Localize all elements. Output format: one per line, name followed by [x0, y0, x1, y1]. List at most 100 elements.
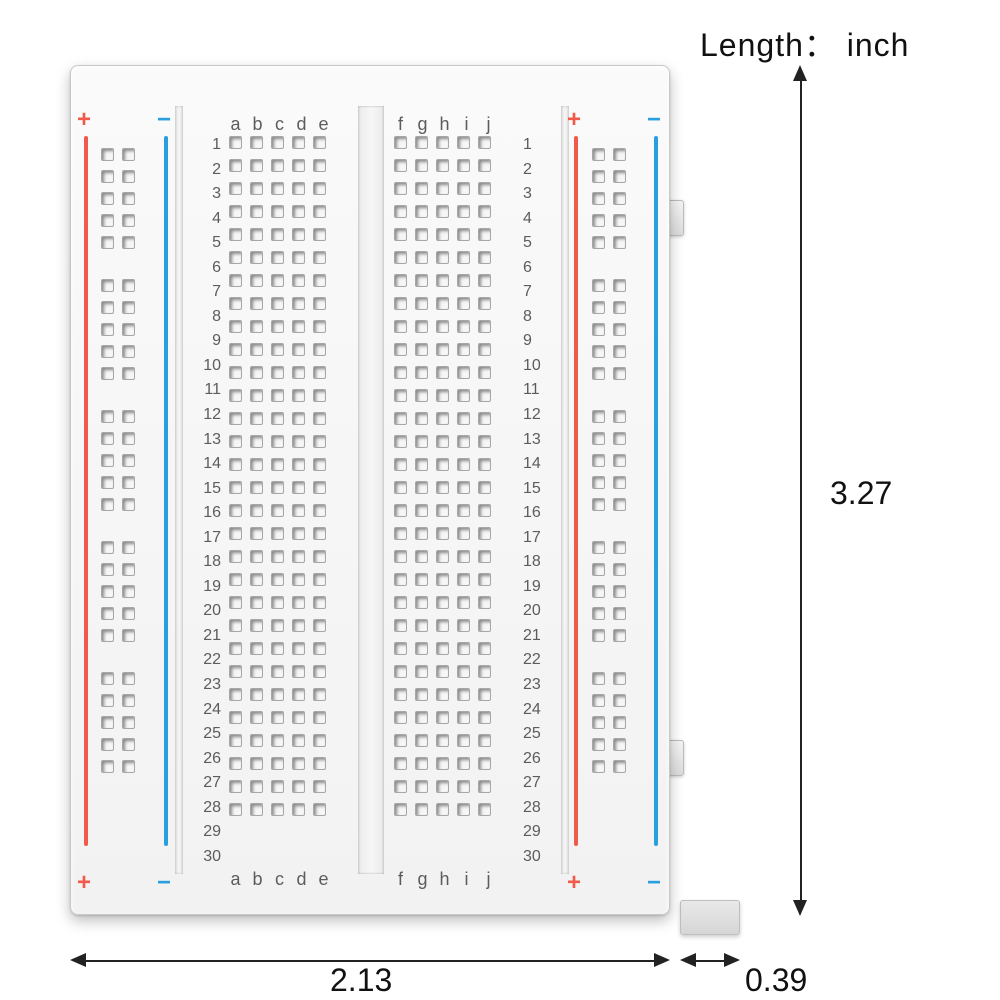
tie-point-hole	[436, 366, 449, 379]
tie-point-hole	[271, 412, 284, 425]
tie-point-hole	[478, 665, 491, 678]
rail-hole	[592, 672, 605, 685]
tie-point-hole	[271, 182, 284, 195]
rail-hole	[101, 760, 114, 773]
tie-point-hole	[250, 412, 263, 425]
tie-point-hole	[292, 228, 305, 241]
tie-point-hole	[250, 550, 263, 563]
tie-point-hole	[271, 619, 284, 632]
tie-point-hole	[478, 274, 491, 287]
tie-point-hole	[436, 757, 449, 770]
tie-point-hole	[313, 297, 326, 310]
tie-point-hole	[271, 527, 284, 540]
tie-point-hole	[457, 205, 470, 218]
tie-point-hole	[313, 412, 326, 425]
rail-hole	[122, 476, 135, 489]
tie-point-hole	[478, 251, 491, 264]
rail-hole	[613, 214, 626, 227]
tie-point-hole	[394, 228, 407, 241]
tie-point-hole	[394, 734, 407, 747]
tie-point-hole	[250, 182, 263, 195]
rail-hole	[101, 541, 114, 554]
rail-hole	[101, 170, 114, 183]
tie-point-hole	[436, 297, 449, 310]
tie-point-hole	[292, 458, 305, 471]
tie-point-hole	[394, 205, 407, 218]
tie-point-hole	[457, 619, 470, 632]
row-number: 26	[199, 750, 221, 768]
rail-hole	[613, 148, 626, 161]
right-rail-negative-line	[654, 136, 658, 846]
tie-point-hole	[292, 803, 305, 816]
tie-point-hole	[394, 527, 407, 540]
right-rail-positive-line	[574, 136, 578, 846]
tie-point-hole	[292, 619, 305, 632]
tie-point-hole	[415, 734, 428, 747]
rail-hole	[122, 148, 135, 161]
rail-hole	[122, 323, 135, 336]
terminal-holes-left	[229, 136, 326, 816]
rail-hole	[592, 236, 605, 249]
rail-hole	[101, 563, 114, 576]
tie-point-hole	[292, 550, 305, 563]
rail-hole	[101, 716, 114, 729]
tie-point-hole	[394, 251, 407, 264]
power-rail-holes-left	[101, 148, 135, 773]
col-letter: b	[251, 869, 265, 891]
col-letter: h	[438, 114, 452, 136]
tie-point-hole	[229, 412, 242, 425]
tie-point-hole	[457, 458, 470, 471]
tie-point-hole	[250, 504, 263, 517]
tie-point-hole	[250, 343, 263, 356]
rail-hole	[122, 694, 135, 707]
tie-point-hole	[457, 435, 470, 448]
tie-point-hole	[394, 504, 407, 517]
tie-point-hole	[457, 642, 470, 655]
row-number: 21	[523, 627, 545, 645]
tie-point-hole	[457, 412, 470, 425]
tie-point-hole	[271, 642, 284, 655]
dim-depth-line	[696, 960, 724, 962]
tie-point-hole	[415, 205, 428, 218]
tie-point-hole	[457, 734, 470, 747]
col-letter: c	[273, 869, 287, 891]
tie-point-hole	[271, 159, 284, 172]
rail-hole	[613, 672, 626, 685]
tie-point-hole	[292, 780, 305, 793]
tie-point-hole	[292, 642, 305, 655]
col-letter: d	[295, 869, 309, 891]
tie-point-hole	[478, 642, 491, 655]
tie-point-hole	[271, 251, 284, 264]
tie-point-hole	[313, 596, 326, 609]
tie-point-hole	[250, 389, 263, 402]
tie-point-hole	[313, 573, 326, 586]
rail-hole	[592, 148, 605, 161]
tie-point-hole	[229, 527, 242, 540]
tie-point-hole	[478, 734, 491, 747]
tie-point-hole	[478, 389, 491, 402]
tie-point-hole	[313, 136, 326, 149]
tie-point-hole	[313, 665, 326, 678]
row-number: 14	[199, 455, 221, 473]
tie-point-hole	[436, 780, 449, 793]
row-number: 4	[523, 210, 545, 228]
col-letter: e	[317, 869, 331, 891]
tie-point-hole	[313, 642, 326, 655]
rail-hole	[122, 279, 135, 292]
tie-point-hole	[415, 274, 428, 287]
rail-hole	[122, 454, 135, 467]
row-number: 25	[199, 725, 221, 743]
tie-point-hole	[415, 320, 428, 333]
tie-point-hole	[271, 596, 284, 609]
tie-point-hole	[415, 642, 428, 655]
rail-hole	[101, 454, 114, 467]
tie-point-hole	[394, 458, 407, 471]
tie-point-hole	[394, 573, 407, 586]
tie-point-hole	[292, 596, 305, 609]
rail-hole	[101, 629, 114, 642]
rail-hole	[122, 410, 135, 423]
col-letter: f	[394, 869, 408, 891]
tie-point-hole	[457, 757, 470, 770]
tie-point-hole	[415, 573, 428, 586]
col-letter: f	[394, 114, 408, 136]
